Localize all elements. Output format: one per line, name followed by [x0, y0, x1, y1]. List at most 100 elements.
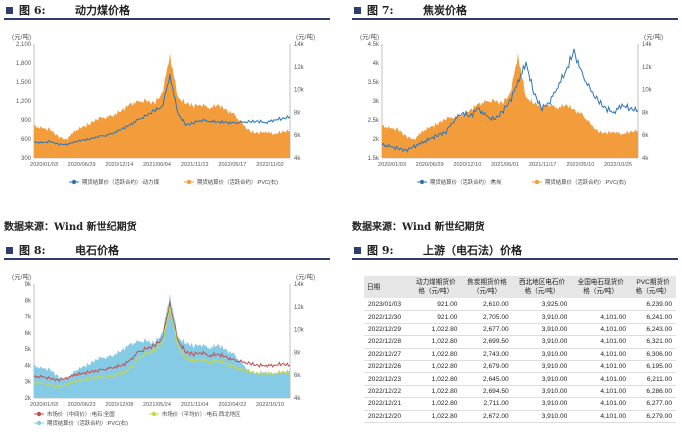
legend-marker-icon — [36, 411, 42, 417]
y-tick-label: 3k — [373, 99, 380, 105]
table-cell: 1,022.80 — [410, 348, 462, 361]
table-cell: 3,910.00 — [512, 360, 572, 374]
x-tick-label: 2021/06/04 — [143, 162, 171, 168]
table-cell: 2022/12/29 — [364, 323, 411, 337]
table-cell: 6,277.00 — [630, 397, 676, 411]
y-tick-label: 7k — [25, 315, 32, 321]
table-cell: 4,101.00 — [571, 323, 631, 337]
column-header-line: （元/吨） — [472, 288, 502, 295]
legend-marker-icon — [419, 179, 425, 185]
x-tick-label: 2022/10/10 — [256, 402, 284, 408]
column-header: 全国电石现货价 格（元/吨） — [571, 276, 631, 299]
price-line-series — [33, 306, 291, 389]
y-tick-label: 9k — [25, 282, 32, 288]
figure-6-title: 图 6: 动力煤价格 — [4, 2, 330, 20]
table-row: 2022/12/29 1,022.80 2,677.00 3,910.00 4,101.… — [364, 323, 676, 337]
table-cell: 4,101.00 — [571, 310, 631, 324]
y2-axis-unit: (元/吨) — [296, 32, 315, 41]
y-tick-label: 1,500 — [16, 80, 32, 86]
column-header-line: 格（元/吨） — [583, 288, 619, 295]
y-axis-unit: (元/吨) — [12, 32, 31, 41]
table-cell: 2,672.00 — [461, 410, 513, 423]
y2-tick-label: 12k — [642, 65, 653, 71]
y2-tick-label: 14k — [294, 42, 305, 48]
table-cell: 3,910.00 — [512, 397, 572, 411]
y2-tick-label: 10k — [294, 88, 305, 94]
x-tick-label: 2020/01/03 — [378, 162, 406, 168]
x-tick-label: 2020/06/29 — [416, 162, 444, 168]
y2-tick-label: 6k — [642, 133, 649, 139]
x-tick-label: 2021/06/01 — [491, 162, 519, 168]
table-cell: 4,101.00 — [571, 335, 631, 349]
x-tick-label: 2022/05/10 — [566, 162, 594, 168]
legend-marker-icon — [534, 179, 540, 185]
legend-label: 期货结算价（活跃合约）:PVC(右) — [197, 178, 278, 186]
table-cell: 2,677.00 — [461, 323, 513, 337]
pvc-area-series — [382, 53, 638, 158]
table-cell: 2022/12/30 — [364, 310, 411, 324]
table-cell: 3,910.00 — [512, 385, 572, 399]
table-cell: 2022/12/23 — [364, 372, 411, 386]
column-header-line: 西北地区电石价 — [518, 279, 566, 286]
legend-marker-icon — [151, 411, 157, 417]
table-cell: 6,306.00 — [630, 348, 676, 361]
legend-label: 期货结算价（活跃合约）:动力煤 — [82, 178, 160, 186]
x-tick-label: 2022/05/17 — [218, 162, 246, 168]
legend-label: 期货结算价（活跃合约）:PVC(右) — [545, 178, 626, 186]
table-cell: 2,699.50 — [461, 335, 513, 349]
x-tick-label: 2020/12/14 — [105, 162, 133, 168]
column-header: 日期 — [364, 276, 411, 299]
table-cell: 1,022.80 — [410, 372, 462, 386]
price-line-series — [33, 301, 291, 383]
y-tick-label: 1,200 — [16, 99, 32, 105]
x-tick-label: 2021/05/24 — [143, 402, 171, 408]
table-cell: 2022/12/26 — [364, 360, 411, 374]
column-header: 动力煤期货价 格（元/吨） — [410, 276, 462, 299]
table-cell: 2,610.00 — [461, 298, 513, 312]
y-axis-unit: (元/吨) — [360, 32, 379, 41]
figure-title: 上游（电石法）价格 — [423, 244, 522, 257]
x-tick-label: 2021/11/23 — [181, 162, 209, 168]
x-tick-label: 2020/12/08 — [105, 402, 133, 408]
table-cell: 4,101.00 — [571, 385, 631, 399]
table-cell: 2022/12/27 — [364, 348, 411, 361]
title-marker-icon — [6, 6, 13, 14]
figure-number: 图 9: — [367, 244, 394, 257]
table-row: 2022/12/20 1,022.80 2,672.00 3,910.00 4,101.… — [364, 410, 676, 423]
title-marker-icon — [6, 246, 13, 254]
table-cell: 6,211.00 — [630, 372, 676, 386]
y2-tick-label: 8k — [294, 110, 301, 116]
table-cell: 3,910.00 — [512, 323, 572, 337]
column-header-line: PVC期货价 — [636, 279, 670, 286]
y2-axis-unit: (元/吨) — [296, 272, 315, 281]
figure-title: 动力煤价格 — [75, 4, 130, 17]
x-tick-label: 2020/12/10 — [453, 162, 481, 168]
table-cell: 4,101.00 — [571, 410, 631, 423]
table-row: 2022/12/22 1,022.80 2,694.50 3,910.00 4,101.… — [364, 385, 676, 399]
chart-thermal-coal: (元/吨) (元/吨)2,1001,8001,5001,2009006003001… — [12, 32, 315, 186]
x-tick-label: 2021/11/17 — [529, 162, 557, 168]
chart-coke: (元/吨) (元/吨)4.5k4k3.5k3k2.5k2k1.5k14k12k10… — [360, 32, 663, 186]
y2-tick-label: 12k — [294, 305, 305, 311]
y2-tick-label: 6k — [294, 373, 301, 379]
table-cell: 4,101.00 — [571, 397, 631, 411]
legend-marker-icon — [186, 179, 192, 185]
price-line-series — [381, 48, 639, 153]
legend-marker-icon — [36, 420, 42, 426]
y-tick-label: 2.5k — [368, 118, 380, 124]
y-tick-label: 8k — [25, 298, 32, 304]
column-header-line: 焦炭期货价格 — [467, 279, 507, 286]
table-cell: 2,679.00 — [461, 360, 513, 374]
table-cell: 3,910.00 — [512, 335, 572, 349]
y-tick-label: 300 — [21, 156, 32, 162]
x-tick-label: 2020/01/03 — [30, 402, 58, 408]
table-row: 2022/12/21 1,022.80 2,711.00 3,910.00 4,101.… — [364, 397, 676, 411]
table-cell: 1,022.80 — [410, 385, 462, 399]
x-tick-label: 2022/04/22 — [218, 402, 246, 408]
y-tick-label: 3.5k — [368, 80, 380, 86]
y2-tick-label: 10k — [642, 88, 653, 94]
y2-tick-label: 12k — [294, 65, 305, 71]
figure-9-title: 图 9: 上游（电石法）价格 — [352, 242, 678, 260]
table-cell: 3,910.00 — [512, 348, 572, 361]
table-row: 2022/12/27 1,022.80 2,743.00 3,910.00 4,101.… — [364, 348, 676, 361]
